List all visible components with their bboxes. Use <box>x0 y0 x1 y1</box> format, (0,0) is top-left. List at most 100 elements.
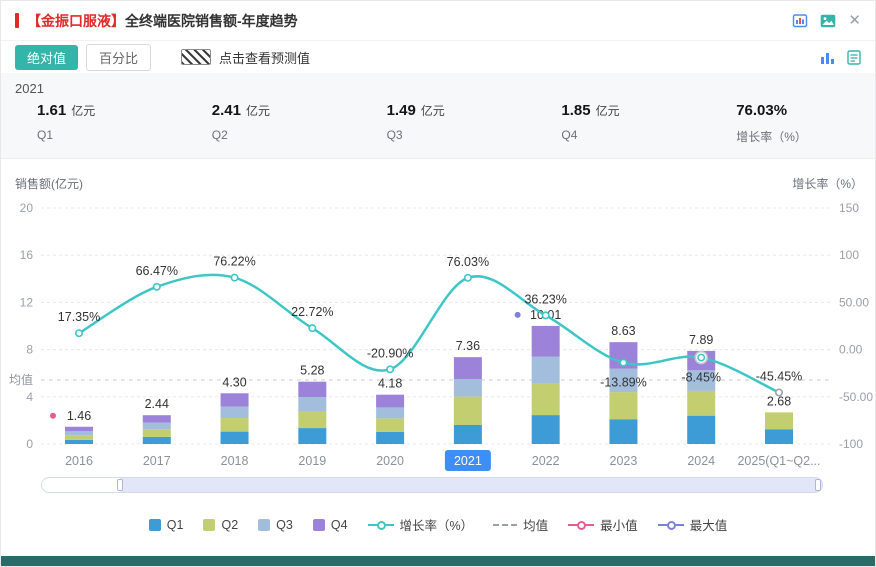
bar-Q1-2018[interactable] <box>220 431 249 444</box>
percent-button[interactable]: 百分比 <box>86 43 152 71</box>
year-label: 2021 <box>15 81 44 96</box>
growth-label: 66.47% <box>136 264 178 278</box>
legend-item-Q3[interactable]: Q3 <box>258 518 293 532</box>
x-label-2023[interactable]: 2023 <box>610 454 638 468</box>
growth-point-2019[interactable] <box>308 324 317 333</box>
growth-point-2016[interactable] <box>75 329 84 338</box>
bar-Q4-2017[interactable] <box>142 415 171 423</box>
growth-point-2022[interactable] <box>541 311 550 320</box>
bar-Q1-2016[interactable] <box>65 439 93 444</box>
bar-total-label: 5.28 <box>300 364 324 378</box>
bar-total-label: 8.63 <box>611 324 635 338</box>
toolbox-chart-icon[interactable] <box>792 13 808 29</box>
growth-point-2025(Q1~Q2...[interactable] <box>774 388 783 397</box>
bar-Q4-2019[interactable] <box>298 381 327 398</box>
growth-point-2018[interactable] <box>230 273 239 282</box>
bar-Q3-2022[interactable] <box>531 356 560 384</box>
summary-q2-value: 2.41 <box>211 102 241 119</box>
bar-Q1-2022[interactable] <box>531 415 560 444</box>
data-zoom-handle-right[interactable] <box>815 479 821 491</box>
legend-item-Q1[interactable]: Q1 <box>148 518 183 532</box>
data-zoom-handle-left[interactable] <box>117 479 123 491</box>
summary-q1-unit: 亿元 <box>71 104 96 118</box>
x-label-2017[interactable]: 2017 <box>143 454 171 468</box>
bar-Q3-2017[interactable] <box>142 422 171 430</box>
summary-q2: 2.41 亿元 Q2 <box>176 102 351 145</box>
x-label-2016[interactable]: 2016 <box>65 454 93 468</box>
data-zoom-slider[interactable] <box>41 477 823 493</box>
bar-Q2-2018[interactable] <box>220 418 249 432</box>
legend-item-最大值[interactable]: 最大值 <box>657 515 727 534</box>
x-label-2020[interactable]: 2020 <box>376 454 404 468</box>
growth-point-2024[interactable] <box>697 353 706 362</box>
bar-Q4-2016[interactable] <box>65 426 93 432</box>
data-view-icon[interactable] <box>847 49 861 65</box>
x-label-2024[interactable]: 2024 <box>687 454 715 468</box>
panel-header: 【金振口服液】 全终端医院销售额-年度趋势 ✕ <box>1 1 875 41</box>
growth-point-2017[interactable] <box>152 282 161 291</box>
bar-Q4-2021[interactable] <box>453 357 482 379</box>
bar-total-label: 7.89 <box>689 333 713 347</box>
bar-Q3-2020[interactable] <box>376 407 405 419</box>
bar-Q2-2020[interactable] <box>376 418 405 432</box>
close-icon[interactable]: ✕ <box>848 12 861 29</box>
bar-Q3-2021[interactable] <box>453 378 482 397</box>
x-label-2025(Q1~Q2...[interactable]: 2025(Q1~Q2... <box>737 454 820 468</box>
data-zoom-selection[interactable] <box>120 478 822 492</box>
growth-point-2021[interactable] <box>463 273 472 282</box>
summary-q4-unit: 亿元 <box>595 104 620 118</box>
right-axis-tick: 150 <box>839 201 859 215</box>
legend-item-均值[interactable]: 均值 <box>493 515 548 534</box>
bar-Q4-2022[interactable] <box>531 325 560 357</box>
legend-marker-Q2 <box>203 518 216 531</box>
bar-total-label: 4.18 <box>378 377 402 391</box>
forecast-toggle-label[interactable]: 点击查看预测值 <box>219 50 311 66</box>
bar-Q2-2019[interactable] <box>298 411 327 429</box>
bar-Q3-2019[interactable] <box>298 397 327 412</box>
bar-Q4-2018[interactable] <box>220 393 249 407</box>
x-label-2019[interactable]: 2019 <box>298 454 326 468</box>
bar-Q1-2020[interactable] <box>376 431 405 444</box>
bar-Q1-2021[interactable] <box>453 425 482 444</box>
summary-band: 2021 1.61 亿元 Q1 2.41 亿元 Q2 1.49 亿元 Q3 1.85 亿… <box>1 73 875 159</box>
bar-Q2-2022[interactable] <box>531 383 560 416</box>
save-image-icon[interactable] <box>820 14 836 28</box>
right-axis-tick: -100 <box>839 437 863 451</box>
bar-Q1-2023[interactable] <box>609 419 638 444</box>
legend-label-均值: 均值 <box>523 519 549 533</box>
growth-label: 76.03% <box>447 255 489 269</box>
right-axis-tick: 100 <box>839 248 859 262</box>
bar-Q4-2020[interactable] <box>376 394 405 408</box>
legend-item-Q2[interactable]: Q2 <box>203 518 238 532</box>
bar-Q3-2024[interactable] <box>687 370 716 391</box>
bar-Q1-2019[interactable] <box>298 428 327 444</box>
bar-Q2-2017[interactable] <box>142 429 171 437</box>
bar-Q2-2024[interactable] <box>687 390 716 416</box>
legend-item-最小值[interactable]: 最小值 <box>568 515 638 534</box>
growth-point-2023[interactable] <box>619 358 628 367</box>
bar-Q1-2024[interactable] <box>687 415 716 444</box>
summary-q1: 1.61 亿元 Q1 <box>1 102 176 145</box>
legend-item-Q4[interactable]: Q4 <box>312 518 348 532</box>
growth-point-2020[interactable] <box>386 365 395 374</box>
bar-Q1-2017[interactable] <box>142 436 171 444</box>
bar-Q3-2023[interactable] <box>609 368 638 393</box>
max-marker <box>514 311 521 318</box>
legend-item-增长率（%）[interactable]: 增长率（%） <box>367 515 474 534</box>
bar-Q2-2023[interactable] <box>609 392 638 420</box>
bar-Q1-2025(Q1~Q2...[interactable] <box>765 429 793 444</box>
bar-Q2-2016[interactable] <box>65 435 93 440</box>
bar-Q3-2018[interactable] <box>220 406 249 419</box>
x-label-2018[interactable]: 2018 <box>221 454 249 468</box>
x-label-selected-bg[interactable] <box>444 450 491 471</box>
bar-Q2-2025(Q1~Q2...[interactable] <box>765 412 793 430</box>
legend-marker-Q3 <box>258 518 271 531</box>
bar-Q2-2021[interactable] <box>453 396 482 426</box>
x-label-2022[interactable]: 2022 <box>532 454 560 468</box>
x-label-2021[interactable]: 2021 <box>454 454 482 468</box>
bar-chart-icon[interactable] <box>820 50 835 65</box>
legend-label-增长率（%）: 增长率（%） <box>399 519 474 533</box>
absolute-value-button[interactable]: 绝对值 <box>15 44 79 70</box>
summary-q3: 1.49 亿元 Q3 <box>351 102 526 145</box>
bar-Q3-2016[interactable] <box>65 431 93 436</box>
